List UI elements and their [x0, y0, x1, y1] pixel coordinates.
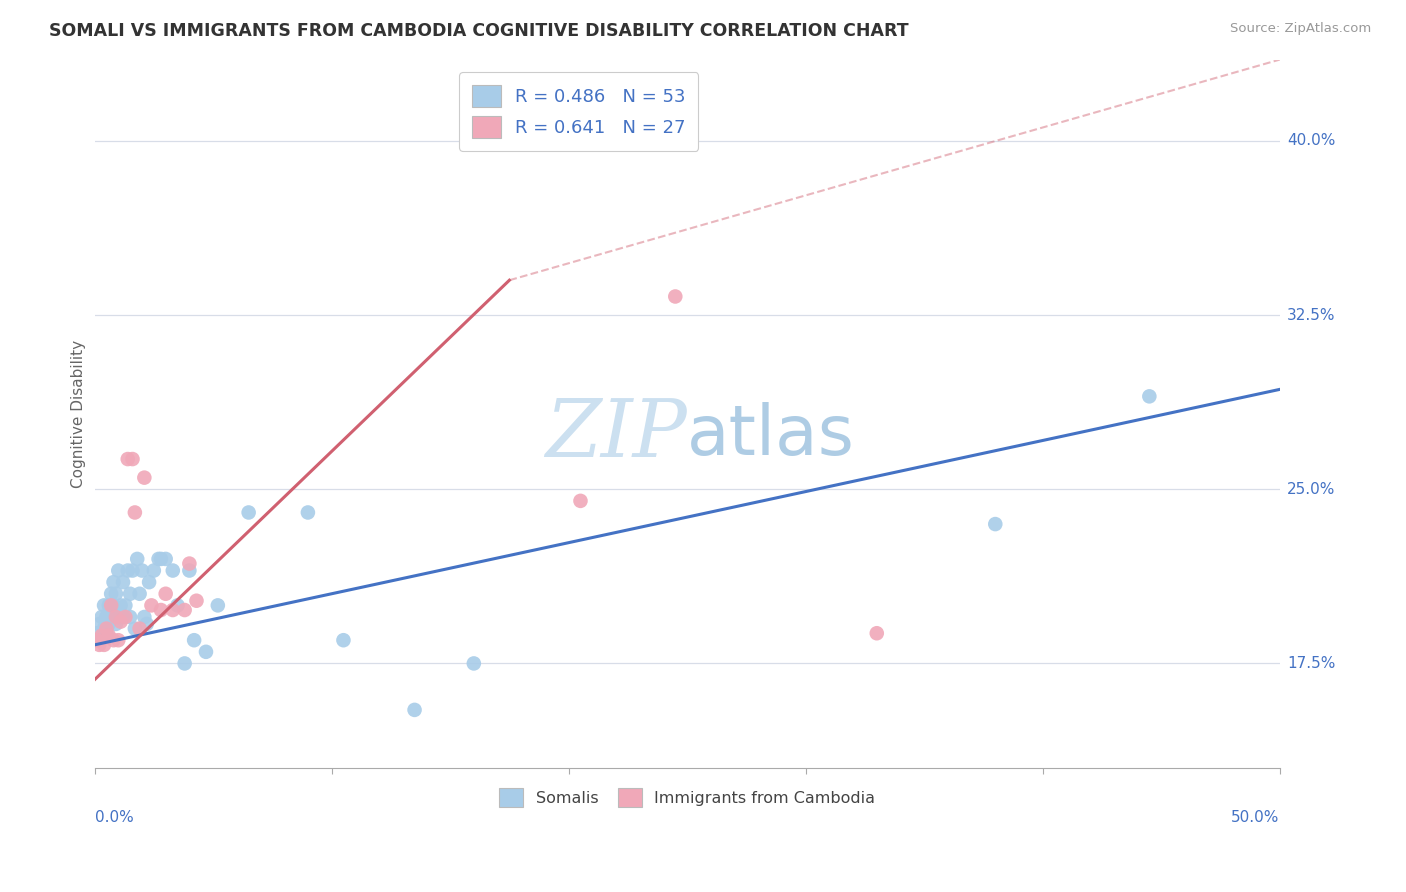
Point: [1137, 389, 1160, 403]
Point: [149, 552, 172, 566]
Point: [89, 616, 111, 631]
Point: [135, 616, 157, 631]
Point: [90, 629, 112, 643]
Point: [134, 470, 156, 484]
Point: [124, 622, 146, 636]
Point: [134, 610, 156, 624]
Text: ZIP: ZIP: [546, 396, 688, 474]
Point: [104, 587, 127, 601]
Point: [97, 629, 120, 643]
Point: [111, 575, 134, 590]
Point: [664, 289, 686, 303]
Point: [114, 610, 136, 624]
Point: [117, 564, 139, 578]
Point: [110, 599, 132, 613]
Text: 50.0%: 50.0%: [1232, 810, 1279, 825]
Point: [128, 587, 150, 601]
Point: [100, 587, 122, 601]
Point: [103, 575, 125, 590]
Point: [121, 564, 143, 578]
Point: [110, 615, 132, 629]
Text: 0.0%: 0.0%: [94, 810, 134, 825]
Text: SOMALI VS IMMIGRANTS FROM CAMBODIA COGNITIVE DISABILITY CORRELATION CHART: SOMALI VS IMMIGRANTS FROM CAMBODIA COGNI…: [49, 22, 908, 40]
Point: [114, 599, 136, 613]
Point: [104, 610, 127, 624]
Text: 32.5%: 32.5%: [1286, 308, 1336, 323]
Point: [162, 603, 184, 617]
Point: [124, 506, 146, 520]
Y-axis label: Cognitive Disability: Cognitive Disability: [72, 340, 86, 488]
Point: [89, 638, 111, 652]
Point: [149, 603, 172, 617]
Point: [93, 599, 115, 613]
Point: [107, 610, 129, 624]
Text: 25.0%: 25.0%: [1286, 482, 1336, 497]
Point: [103, 599, 125, 613]
Legend: Somalis, Immigrants from Cambodia: Somalis, Immigrants from Cambodia: [492, 782, 882, 814]
Point: [96, 626, 118, 640]
Point: [183, 633, 205, 648]
Point: [100, 610, 122, 624]
Point: [866, 626, 889, 640]
Point: [404, 703, 426, 717]
Point: [127, 552, 149, 566]
Point: [141, 599, 163, 613]
Point: [104, 616, 127, 631]
Point: [110, 610, 132, 624]
Point: [194, 645, 217, 659]
Point: [120, 610, 142, 624]
Text: 17.5%: 17.5%: [1286, 656, 1336, 671]
Point: [186, 593, 208, 607]
Point: [96, 610, 118, 624]
Point: [107, 564, 129, 578]
Point: [111, 610, 134, 624]
Text: Source: ZipAtlas.com: Source: ZipAtlas.com: [1230, 22, 1371, 36]
Point: [117, 452, 139, 467]
Point: [90, 610, 112, 624]
Point: [155, 587, 177, 601]
Point: [569, 494, 592, 508]
Point: [93, 638, 115, 652]
Point: [128, 622, 150, 636]
Point: [121, 452, 143, 467]
Point: [173, 603, 195, 617]
Point: [155, 552, 177, 566]
Point: [142, 564, 165, 578]
Point: [984, 517, 1007, 532]
Point: [97, 616, 120, 631]
Point: [120, 587, 142, 601]
Point: [103, 633, 125, 648]
Point: [179, 564, 201, 578]
Point: [96, 622, 118, 636]
Point: [162, 564, 184, 578]
Point: [89, 633, 111, 648]
Point: [463, 657, 485, 671]
Point: [332, 633, 354, 648]
Point: [107, 633, 129, 648]
Point: [207, 599, 229, 613]
Point: [179, 557, 201, 571]
Point: [96, 615, 118, 629]
Point: [148, 552, 170, 566]
Point: [297, 506, 319, 520]
Text: 40.0%: 40.0%: [1286, 134, 1336, 148]
Text: atlas: atlas: [688, 401, 855, 468]
Point: [173, 657, 195, 671]
Point: [131, 564, 153, 578]
Point: [86, 626, 108, 640]
Point: [93, 622, 115, 636]
Point: [138, 575, 160, 590]
Point: [166, 599, 188, 613]
Point: [238, 506, 260, 520]
Point: [97, 599, 120, 613]
Point: [100, 599, 122, 613]
Point: [86, 633, 108, 648]
